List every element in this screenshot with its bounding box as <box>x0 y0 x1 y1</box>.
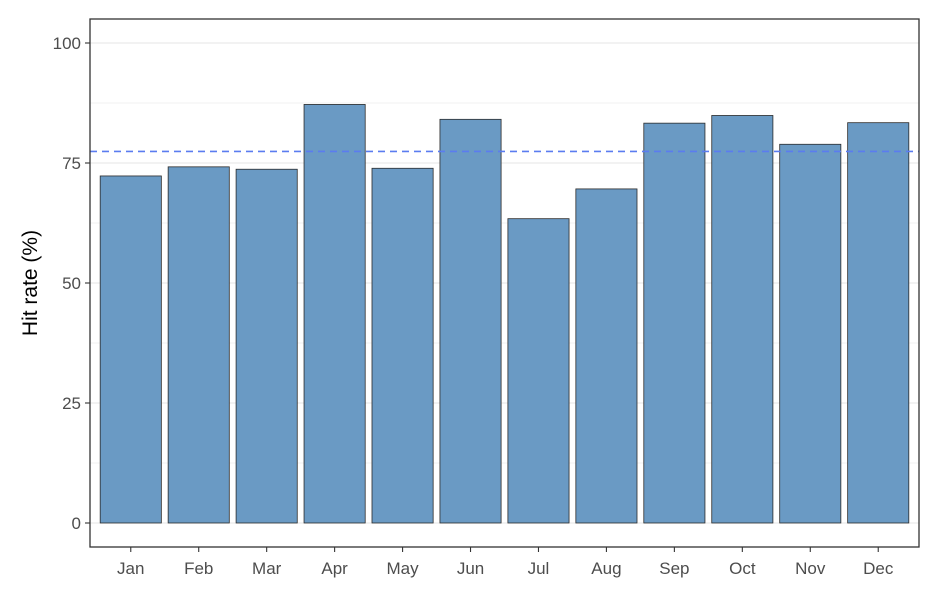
bar-may <box>371 167 434 524</box>
x-tick-label: Dec <box>863 559 894 578</box>
bar-mar <box>235 168 298 524</box>
y-axis-title: Hit rate (%) <box>19 230 42 336</box>
y-tick-label: 100 <box>53 34 81 53</box>
x-tick-label: Feb <box>184 559 213 578</box>
bar-aug <box>575 188 638 524</box>
x-tick-label: Aug <box>591 559 621 578</box>
bar-feb <box>167 166 230 524</box>
x-tick-label: Mar <box>252 559 282 578</box>
x-tick-label: May <box>387 559 420 578</box>
y-tick-label: 50 <box>62 274 81 293</box>
bar-jan <box>99 175 162 524</box>
x-tick-label: Nov <box>795 559 826 578</box>
bar-jun <box>439 118 502 524</box>
x-tick-label: Jan <box>117 559 144 578</box>
x-tick-label: Jun <box>457 559 484 578</box>
bars <box>99 104 910 524</box>
bar-sep <box>643 122 706 524</box>
bar-dec <box>847 122 910 524</box>
bar-jul <box>507 218 570 524</box>
axes: Jan Feb Mar Apr May Jun Jul Aug Sep Oct Nov Dec 0 25 5… <box>53 34 894 578</box>
bar-apr <box>303 104 366 524</box>
x-tick-label: Oct <box>729 559 756 578</box>
y-tick-label: 75 <box>62 154 81 173</box>
x-tick-label: Sep <box>659 559 689 578</box>
x-tick-label: Jul <box>528 559 550 578</box>
x-tick-label: Apr <box>321 559 348 578</box>
bar-oct <box>711 115 774 524</box>
bar-nov <box>779 143 842 524</box>
y-tick-label: 25 <box>62 394 81 413</box>
y-tick-label: 0 <box>72 514 81 533</box>
